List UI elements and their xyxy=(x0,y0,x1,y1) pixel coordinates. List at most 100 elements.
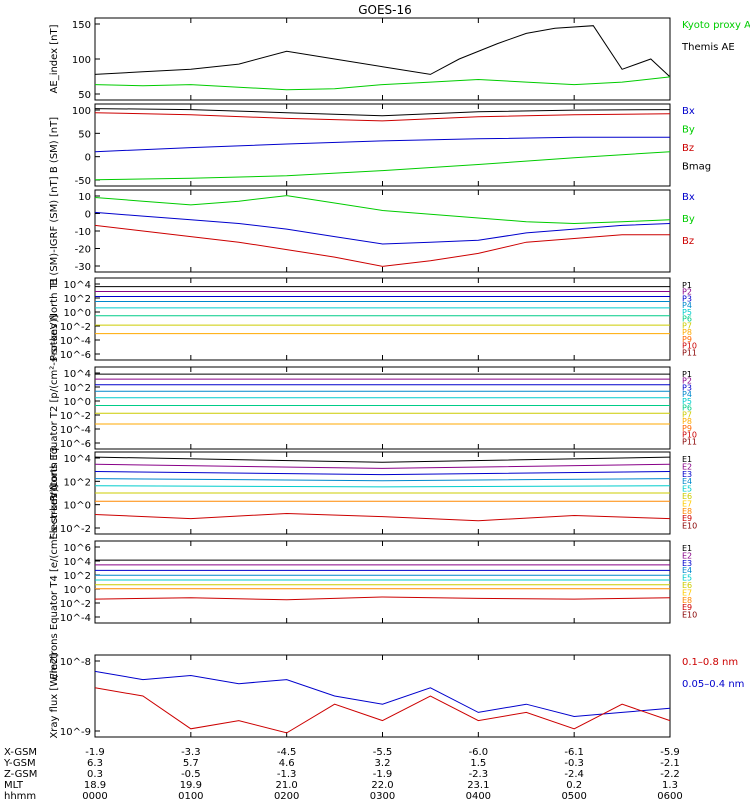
series-bx xyxy=(94,136,670,153)
legend-entry: E3 xyxy=(682,559,692,568)
orbit-value: 21.0 xyxy=(276,780,298,791)
orbit-value: -1.9 xyxy=(85,747,105,758)
y-axis-label: Xray flux [W/m2] xyxy=(49,653,60,738)
orbit-value: 0200 xyxy=(274,791,299,800)
series-e5 xyxy=(94,485,671,488)
y-tick-label: 10^4 xyxy=(64,280,91,291)
y-tick-label: 10^2 xyxy=(64,571,91,582)
legend-entry: 0.05–0.4 nm xyxy=(682,679,744,690)
series-e9 xyxy=(94,596,671,601)
y-tick-label: 10^-6 xyxy=(60,350,91,361)
orbit-value: -0.3 xyxy=(564,758,584,769)
orbit-row-label: Z-GSM xyxy=(4,769,37,780)
series-0.05–0.4-nm xyxy=(94,670,671,718)
legend-entry: E6 xyxy=(682,492,692,501)
series-bz xyxy=(94,224,670,267)
y-axis-label: Electrons Equator T4 [e/(cm²-s-sr-keV)] xyxy=(49,484,60,679)
y-tick-label: -10 xyxy=(75,227,91,238)
legend-entry: E5 xyxy=(682,485,692,494)
orbit-value: -2.4 xyxy=(564,769,584,780)
orbit-value: 1.3 xyxy=(662,780,678,791)
orbit-row-label: X-GSM xyxy=(4,747,37,758)
y-tick-label: 10^6 xyxy=(64,543,91,554)
y-tick-label: 10^4 xyxy=(64,557,91,568)
legend-entry: 0.1–0.8 nm xyxy=(682,657,738,668)
y-tick-label: 10^0 xyxy=(64,585,91,596)
y-tick-label: 0 xyxy=(85,210,91,221)
y-axis-label: B (SM)-IGRF (SM) [nT] xyxy=(49,176,60,285)
orbit-value: 0100 xyxy=(178,791,203,800)
y-tick-label: 10^2 xyxy=(64,294,91,305)
orbit-value: -2.2 xyxy=(660,769,680,780)
orbit-value: -5.5 xyxy=(373,747,393,758)
legend-entry: E4 xyxy=(682,566,692,575)
y-tick-label: 100 xyxy=(72,55,91,66)
series-e1 xyxy=(94,456,671,463)
legend-entry: By xyxy=(682,214,695,225)
orbit-row-label: MLT xyxy=(4,780,24,791)
y-tick-label: -20 xyxy=(75,245,91,256)
orbit-table: X-GSM -1.9 -3.3 -4.5 -5.5 -6.0 -6.1 -5.9 Y-GSM 6.… xyxy=(3,747,683,800)
legend-entry: P5 xyxy=(682,308,692,317)
y-tick-label: 100 xyxy=(72,106,91,117)
legend-entry: E3 xyxy=(682,470,692,479)
legend-entry: E6 xyxy=(682,581,692,590)
orbit-value: -3.3 xyxy=(181,747,201,758)
y-tick-label: -50 xyxy=(75,176,91,187)
legend-entry: By xyxy=(682,125,695,136)
y-tick-label: 10^0 xyxy=(64,501,91,512)
series-e9 xyxy=(94,512,671,522)
orbit-value: -4.5 xyxy=(277,747,297,758)
orbit-value: -2.1 xyxy=(660,758,680,769)
y-tick-label: 10^-4 xyxy=(60,425,91,436)
series-e4 xyxy=(94,478,671,482)
legend-entry: P4 xyxy=(682,390,692,399)
orbit-value: -2.3 xyxy=(469,769,489,780)
legend-entry: E1 xyxy=(682,544,692,553)
y-tick-label: 10^-2 xyxy=(60,411,91,422)
y-tick-label: 10^4 xyxy=(64,454,91,465)
orbit-value: -0.5 xyxy=(181,769,201,780)
panel-frame xyxy=(94,277,671,361)
legend-entry: E7 xyxy=(682,588,692,597)
orbit-value: 0600 xyxy=(657,791,682,800)
y-tick-label: -30 xyxy=(75,262,91,273)
legend-entry: E7 xyxy=(682,499,692,508)
orbit-value: 3.2 xyxy=(375,758,391,769)
y-tick-label: 10^2 xyxy=(64,383,91,394)
legend-entry: P10 xyxy=(682,431,697,440)
orbit-value: -6.1 xyxy=(564,747,584,758)
y-tick-label: 150 xyxy=(72,20,91,31)
series-themis-ae xyxy=(94,25,671,78)
orbit-row-label: Y-GSM xyxy=(3,758,36,769)
series-0.1–0.8-nm xyxy=(94,687,671,734)
y-tick-label: 10^-4 xyxy=(60,336,91,347)
orbit-value: 0.2 xyxy=(566,780,582,791)
panel-2: 100 50 0 -50 B (SM) [nT] Bx By Bz Bmag xyxy=(49,103,711,187)
legend-entry: E9 xyxy=(682,514,692,523)
series-e3 xyxy=(94,471,671,476)
legend-entry: E4 xyxy=(682,477,692,486)
orbit-value: 0300 xyxy=(370,791,395,800)
series-bz xyxy=(94,112,671,122)
y-axis-label: Protons Equator T2 [p/(cm²-s-sr-keV)] xyxy=(49,315,60,502)
legend-entry: Themis AE xyxy=(681,42,735,53)
legend-entry: P6 xyxy=(682,315,692,324)
y-tick-label: 10^-9 xyxy=(60,727,91,738)
legend-entry: E8 xyxy=(682,507,692,516)
legend-entry: Bx xyxy=(682,106,695,117)
legend-entry: Bx xyxy=(682,192,695,203)
orbit-value: 18.9 xyxy=(84,780,106,791)
legend-entry: P1 xyxy=(682,370,692,379)
y-tick-label: 10^-2 xyxy=(60,599,91,610)
y-tick-label: 10^4 xyxy=(64,369,91,380)
y-tick-label: 10^0 xyxy=(64,397,91,408)
orbit-value: -1.3 xyxy=(277,769,297,780)
legend-entry: E1 xyxy=(682,455,692,464)
panel-frame xyxy=(94,189,671,273)
y-tick-label: 10^0 xyxy=(64,308,91,319)
